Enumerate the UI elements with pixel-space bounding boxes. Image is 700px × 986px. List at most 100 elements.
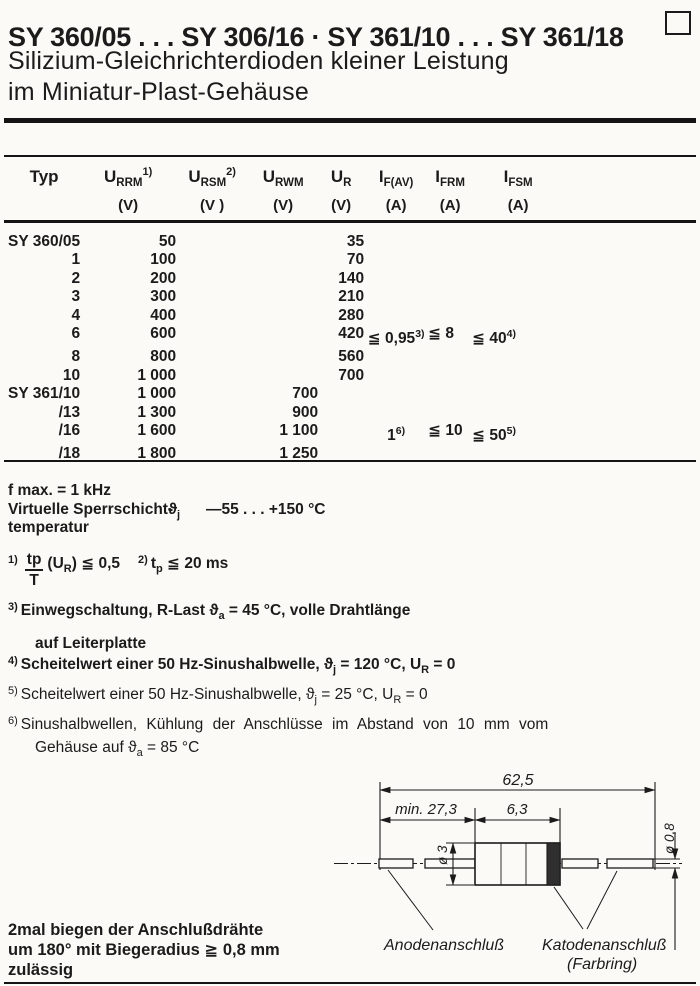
cell-urwm: 700 bbox=[292, 385, 319, 403]
cell-typ: /18 bbox=[58, 445, 81, 463]
cell-ifrm bbox=[428, 348, 472, 366]
theta-j-symbol: ϑj bbox=[324, 656, 337, 676]
cell-ifsm: ≦ 505) bbox=[472, 425, 517, 445]
cell-ur bbox=[318, 385, 364, 403]
divider-page-bottom bbox=[4, 982, 696, 984]
cell-ursm bbox=[176, 233, 248, 251]
cell-ifav bbox=[364, 307, 428, 325]
table-header-row: Typ URRM1) (V) URSM2) (V ) URWM (V) UR (V) I… bbox=[8, 162, 564, 220]
cell-ur bbox=[318, 422, 364, 445]
cell-ifav bbox=[364, 445, 428, 463]
cell-ifsm bbox=[472, 307, 564, 325]
cell-ur: 700 bbox=[338, 366, 365, 384]
cell-ursm bbox=[176, 348, 248, 366]
cell-ifrm bbox=[428, 233, 472, 251]
cell-ifav: ≦ 0,953) bbox=[367, 328, 425, 348]
table-row: /13 1 300 900 bbox=[8, 404, 564, 422]
cell-ur: 70 bbox=[346, 251, 365, 269]
cell-urwm bbox=[248, 270, 318, 288]
subtitle-line-2: im Miniatur-Plast-Gehäuse bbox=[8, 78, 309, 106]
theta-a-symbol: ϑa bbox=[128, 739, 143, 759]
cell-urwm bbox=[248, 348, 318, 366]
cell-urwm: 900 bbox=[292, 403, 319, 421]
cell-ur: 280 bbox=[338, 306, 365, 324]
cell-ur bbox=[318, 445, 364, 463]
dim-total-label: 62,5 bbox=[502, 772, 533, 789]
tp-over-T-fraction: tp T bbox=[24, 551, 44, 589]
footnote-3: 3) Einwegschaltung, R-Last ϑa = 45 °C, vo… bbox=[8, 601, 411, 652]
cathode-label: Katodenanschluß bbox=[542, 937, 667, 954]
footnote-6: 6) Sinushalbwellen, Kühlung der Anschlüss… bbox=[8, 715, 549, 759]
cell-ifsm bbox=[472, 385, 564, 403]
divider-header-bottom bbox=[4, 220, 696, 223]
cell-ur: 35 bbox=[346, 233, 365, 250]
cell-ursm bbox=[176, 367, 248, 385]
cell-typ: SY 360/05 bbox=[8, 233, 81, 250]
cell-ifsm: ≦ 404) bbox=[472, 328, 517, 348]
cathode-lead-inner bbox=[561, 858, 599, 869]
cell-ifsm bbox=[472, 270, 564, 288]
divider-thick bbox=[4, 118, 696, 123]
col-header-ursm: URSM2) (V ) bbox=[188, 166, 236, 214]
cell-typ: 4 bbox=[71, 306, 81, 324]
cathode-farbring-label: (Farbring) bbox=[567, 956, 637, 973]
table-row: 6 600 420 ≦ 0,953) ≦ 8 ≦ 404) bbox=[8, 325, 564, 348]
cell-ur: 420 bbox=[338, 325, 365, 343]
cell-urwm bbox=[248, 325, 318, 348]
cell-ifrm: ≦ 8 bbox=[428, 325, 455, 343]
cell-urwm bbox=[248, 307, 318, 325]
anode-leader-line bbox=[387, 869, 434, 931]
cell-urwm bbox=[248, 367, 318, 385]
cathode-ring-band bbox=[546, 842, 561, 886]
table-row: SY 360/05 50 35 bbox=[8, 233, 564, 251]
col-header-urwm: URWM (V) bbox=[262, 167, 304, 214]
cell-typ: SY 361/10 bbox=[8, 385, 81, 403]
cell-urwm bbox=[248, 288, 318, 306]
spec-fmax: f max. = 1 kHz bbox=[8, 482, 111, 499]
cell-typ: /16 bbox=[58, 422, 81, 440]
cell-typ: 2 bbox=[71, 269, 81, 287]
cell-ursm bbox=[176, 288, 248, 306]
cell-typ: 6 bbox=[71, 325, 81, 343]
table-row: /16 1 600 1 100 16) ≦ 10 ≦ 505) bbox=[8, 422, 564, 445]
cell-ifrm bbox=[428, 367, 472, 385]
cell-urrm: 200 bbox=[150, 269, 177, 287]
page-title: SY 360/05 . . . SY 306/16 · SY 361/10 . … bbox=[8, 22, 624, 53]
cell-ifrm bbox=[428, 270, 472, 288]
cell-ursm bbox=[176, 270, 248, 288]
cell-ursm bbox=[176, 325, 248, 348]
cell-ifav bbox=[364, 348, 428, 366]
cell-ifav bbox=[364, 367, 428, 385]
cell-urrm: 300 bbox=[150, 288, 177, 306]
divider-table-top bbox=[4, 155, 696, 157]
cell-urrm: 1 300 bbox=[137, 403, 177, 421]
dim-lead-label: min. 27,3 bbox=[395, 801, 457, 818]
cell-ursm bbox=[176, 307, 248, 325]
cell-ur bbox=[318, 404, 364, 422]
theta-j-symbol: ϑj bbox=[305, 686, 317, 706]
col-header-ifsm: IFSM (A) bbox=[503, 167, 533, 214]
corner-square-icon bbox=[665, 11, 691, 35]
cell-urwm bbox=[248, 233, 318, 251]
dim-wire-dia-label: ø 0,8 bbox=[662, 823, 677, 854]
cell-ifav bbox=[364, 251, 428, 269]
cell-ifrm: ≦ 10 bbox=[428, 422, 463, 440]
spec-block: f max. = 1 kHz Virtuelle Sperrschicht- ϑ… bbox=[8, 482, 326, 536]
cell-ifav bbox=[364, 288, 428, 306]
cell-ifav bbox=[364, 233, 428, 251]
cell-ifav bbox=[364, 270, 428, 288]
diode-outline-drawing: 62,5 min. 27,3 6,3 ø 3 ø 0,8 Anodenansch… bbox=[334, 772, 682, 973]
cathode-leader-line bbox=[553, 886, 584, 930]
col-header-urrm: URRM1) (V) bbox=[103, 166, 153, 214]
table-row: 8 800 560 bbox=[8, 348, 564, 366]
cell-ifsm bbox=[472, 233, 564, 251]
spec-junction-temp: Virtuelle Sperrschicht- ϑj —55 . . . +15… bbox=[8, 501, 326, 521]
cell-ifrm bbox=[428, 288, 472, 306]
col-header-typ: Typ bbox=[29, 167, 59, 186]
cell-ifav bbox=[364, 404, 428, 422]
dim-body-label: 6,3 bbox=[507, 801, 529, 818]
cell-ursm bbox=[176, 404, 248, 422]
cell-urwm bbox=[248, 251, 318, 269]
cell-ifsm bbox=[472, 251, 564, 269]
